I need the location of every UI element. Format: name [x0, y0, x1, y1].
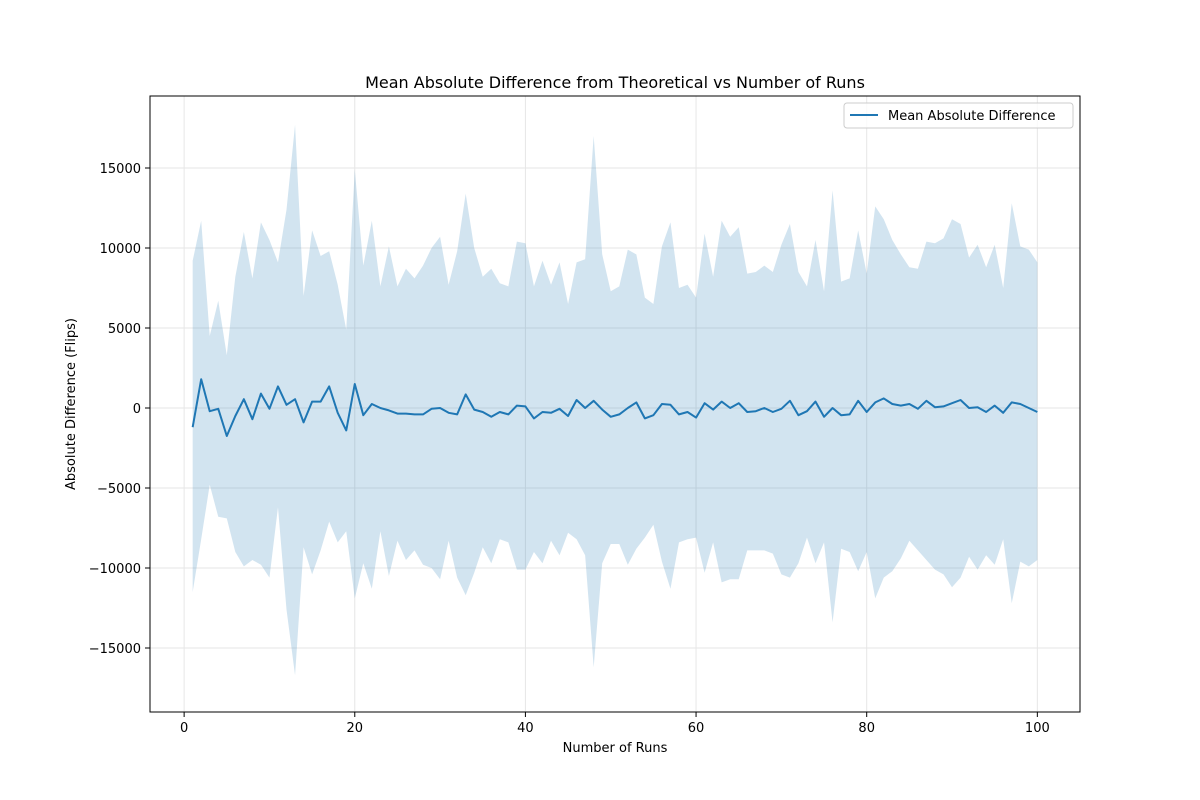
y-tick-label: −15000 — [89, 642, 141, 657]
x-tick-label: 100 — [1025, 721, 1050, 736]
x-tick-label: 40 — [517, 721, 534, 736]
legend-box — [843, 102, 1074, 129]
plot-frame — [149, 95, 1081, 713]
legend: Mean Absolute Difference — [843, 102, 1074, 129]
x-tick-label: 0 — [180, 721, 188, 736]
y-tick-label: 0 — [133, 402, 141, 417]
x-axis-title: Number of Runs — [563, 741, 668, 756]
y-tick-label: −10000 — [89, 562, 141, 577]
y-tick-label: 15000 — [100, 162, 141, 177]
x-tick-label: 60 — [688, 721, 705, 736]
y-axis-title: Absolute Difference (Flips) — [64, 318, 79, 490]
legend-label: Mean Absolute Difference — [888, 109, 1056, 124]
x-axis: 0 20 40 60 80 100 — [180, 712, 1050, 736]
series-line-mean-absolute-difference — [191, 378, 1038, 437]
grid-lines — [150, 96, 1080, 712]
variance-band — [192, 124, 1038, 676]
x-tick-label: 20 — [346, 721, 363, 736]
y-axis: −15000 −10000 −5000 0 5000 10000 15000 — [89, 162, 150, 657]
x-tick-label: 80 — [858, 721, 875, 736]
chart-title: Mean Absolute Difference from Theoretica… — [365, 73, 865, 92]
y-tick-label: 5000 — [108, 322, 141, 337]
y-tick-label: −5000 — [97, 482, 141, 497]
y-tick-label: 10000 — [100, 242, 141, 257]
